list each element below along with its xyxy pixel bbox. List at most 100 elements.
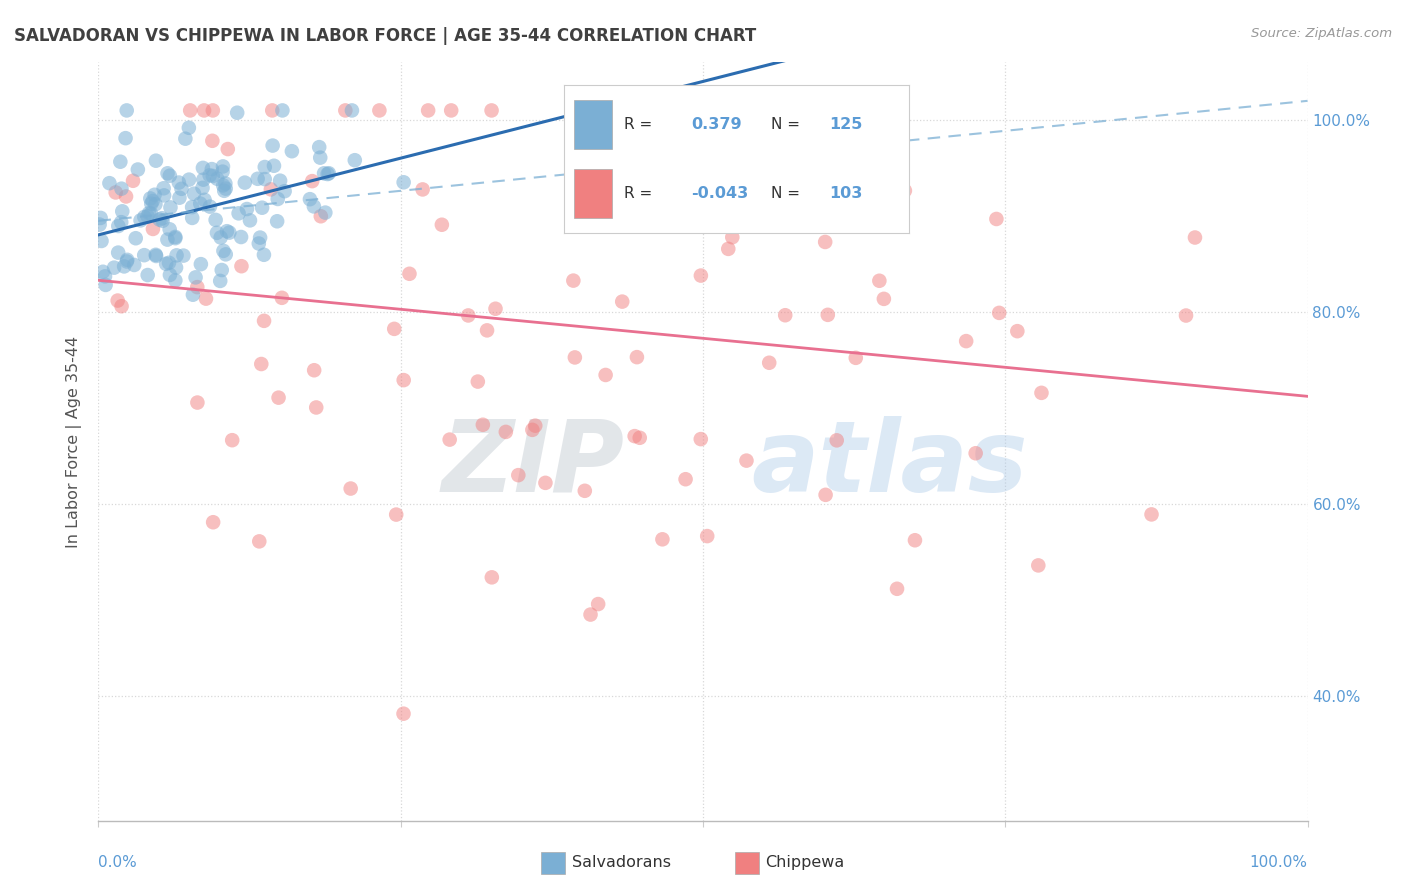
Point	[1175, 309, 1198, 323]
Point	[247, 534, 270, 549]
Point	[112, 260, 135, 274]
Point	[169, 191, 191, 205]
Point	[988, 306, 1011, 320]
Point	[191, 161, 214, 175]
Point	[215, 224, 238, 238]
Point	[578, 200, 600, 214]
Point	[392, 175, 415, 189]
Point	[127, 162, 149, 177]
Point	[382, 322, 405, 336]
Point	[392, 706, 415, 721]
Point	[955, 334, 977, 348]
Point	[1007, 324, 1029, 338]
Point	[143, 187, 166, 202]
Point	[412, 182, 434, 196]
Point	[205, 226, 228, 240]
Point	[301, 174, 323, 188]
Point	[107, 293, 129, 308]
Point	[145, 249, 167, 263]
Point	[165, 230, 187, 244]
Point	[1031, 385, 1053, 400]
Point	[773, 308, 796, 322]
Point	[723, 113, 745, 128]
Point	[628, 431, 651, 445]
Point	[266, 214, 288, 228]
Point	[104, 186, 127, 200]
Point	[134, 248, 156, 262]
Point	[90, 234, 112, 248]
Point	[166, 248, 188, 262]
Point	[201, 162, 224, 177]
Point	[110, 299, 132, 313]
Point	[281, 145, 304, 159]
Point	[165, 273, 187, 287]
Point	[623, 429, 645, 443]
Point	[335, 103, 357, 118]
Point	[184, 270, 207, 285]
Point	[107, 245, 129, 260]
Point	[229, 230, 252, 244]
Point	[267, 391, 290, 405]
Point	[845, 351, 868, 365]
Point	[218, 226, 240, 240]
Point	[253, 314, 276, 328]
Point	[814, 235, 837, 249]
Point	[873, 292, 896, 306]
Point	[98, 176, 121, 190]
Point	[776, 103, 799, 118]
Point	[312, 166, 335, 180]
Point	[475, 323, 498, 337]
Point	[817, 308, 839, 322]
Point	[769, 103, 792, 118]
Point	[305, 401, 328, 415]
Point	[198, 200, 221, 214]
Point	[110, 154, 132, 169]
Point	[212, 184, 235, 198]
Point	[262, 138, 284, 153]
Point	[217, 142, 239, 156]
Text: Source: ZipAtlas.com: Source: ZipAtlas.com	[1251, 27, 1392, 40]
Point	[385, 508, 408, 522]
Text: 0.0%: 0.0%	[98, 855, 138, 870]
Point	[484, 301, 506, 316]
Point	[156, 166, 179, 180]
Point	[418, 103, 440, 118]
Point	[524, 418, 547, 433]
Point	[263, 159, 285, 173]
Point	[298, 192, 321, 206]
Point	[94, 269, 117, 284]
Point	[165, 260, 187, 275]
Point	[965, 446, 987, 460]
Point	[186, 395, 208, 409]
Point	[392, 373, 415, 387]
Point	[159, 222, 181, 236]
Point	[302, 363, 325, 377]
Point	[193, 172, 215, 186]
Point	[172, 249, 194, 263]
Point	[471, 417, 494, 432]
Point	[253, 172, 276, 186]
Point	[94, 277, 117, 292]
Y-axis label: In Labor Force | Age 35-44: In Labor Force | Age 35-44	[66, 335, 83, 548]
Point	[139, 191, 162, 205]
Point	[201, 169, 224, 183]
Point	[481, 570, 503, 584]
Point	[114, 131, 136, 145]
Point	[249, 230, 271, 244]
Point	[368, 103, 391, 118]
Point	[211, 164, 233, 178]
Point	[430, 218, 453, 232]
Point	[302, 199, 325, 213]
Point	[134, 210, 156, 224]
Point	[136, 268, 159, 282]
Point	[1184, 230, 1206, 244]
Point	[718, 103, 741, 118]
Point	[271, 103, 294, 118]
Point	[343, 153, 366, 168]
Point	[107, 219, 129, 233]
Point	[157, 256, 180, 270]
Point	[136, 209, 159, 223]
Point	[314, 205, 336, 219]
Point	[125, 231, 148, 245]
Text: Salvadorans: Salvadorans	[572, 855, 671, 870]
